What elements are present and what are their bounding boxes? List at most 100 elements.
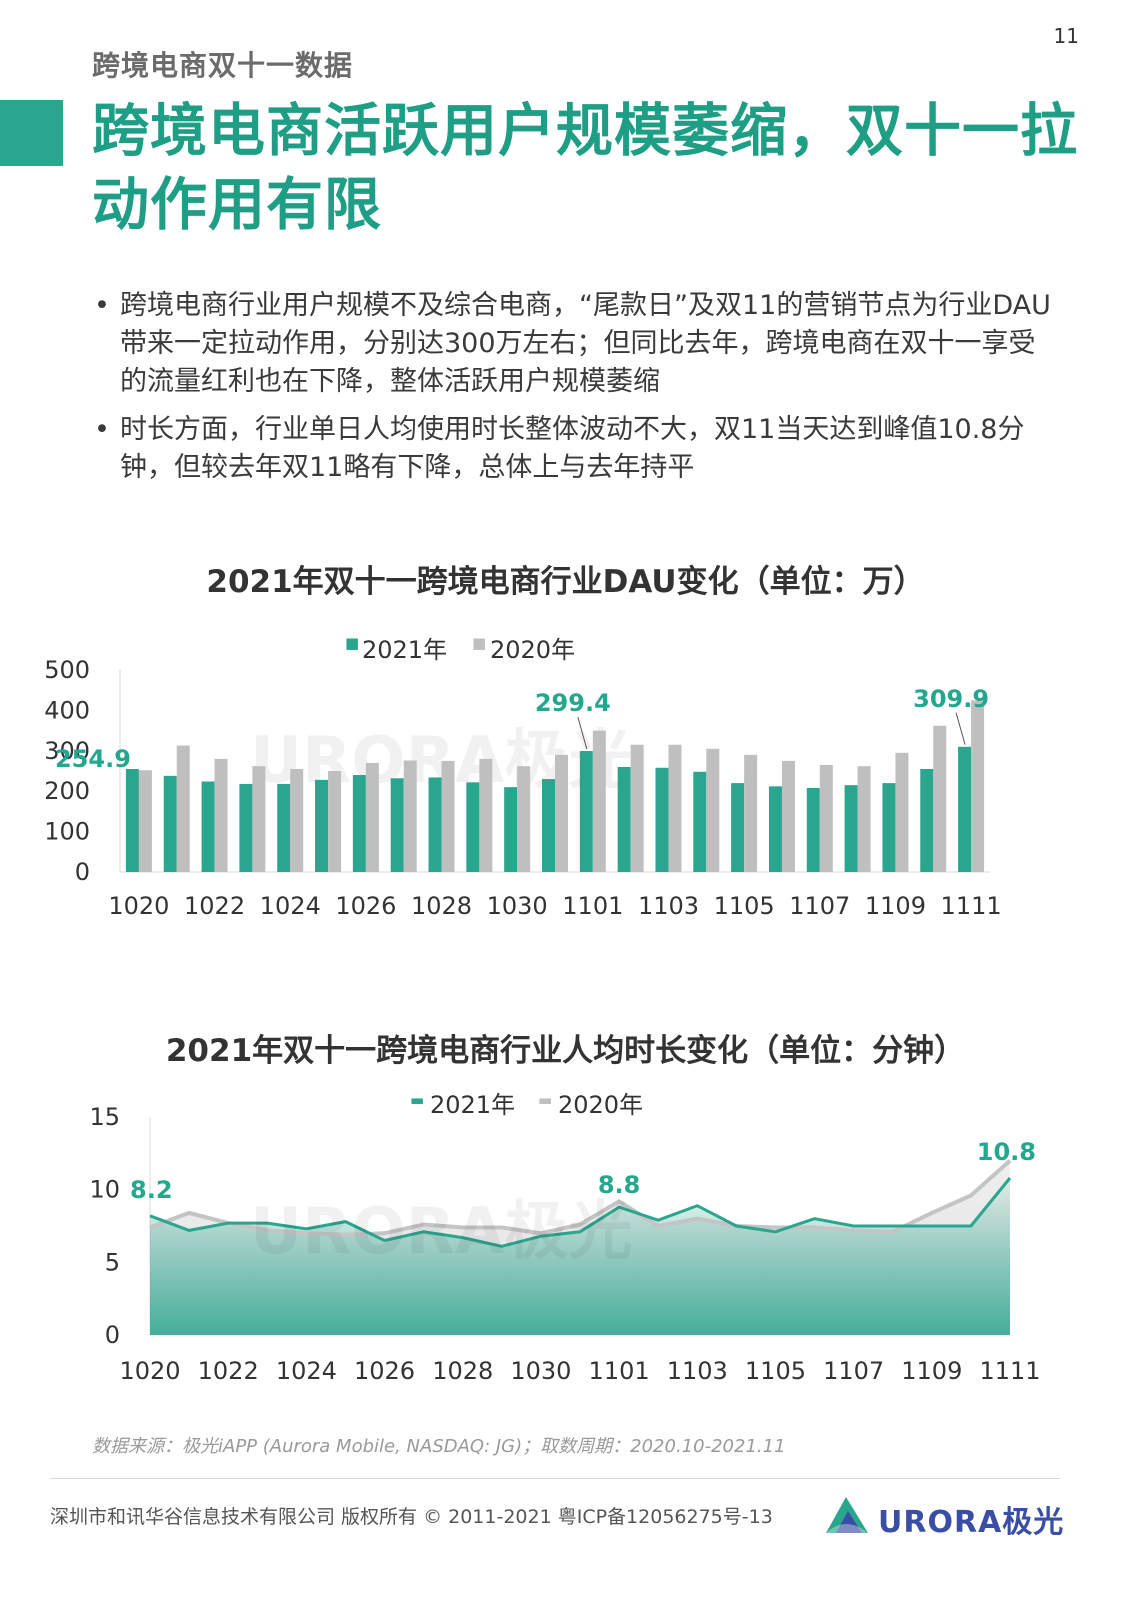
- title-accent-bar: [0, 100, 63, 166]
- x-tick-label: 1103: [667, 1357, 728, 1385]
- dau-chart-title: 2021年双十一跨境电商行业DAU变化（单位：万）: [206, 564, 925, 600]
- page-headline: 跨境电商活跃用户规模萎缩，双十一拉动作用有限: [92, 98, 1078, 238]
- x-tick-label: 1024: [260, 892, 321, 920]
- x-tick-label: 1111: [941, 892, 1002, 920]
- x-tick-label: 1109: [901, 1357, 962, 1385]
- bar-2020: [176, 745, 190, 872]
- x-tick-label: 1028: [411, 892, 472, 920]
- bar-2021: [844, 785, 858, 872]
- bar-2021: [542, 779, 555, 872]
- data-label: 10.8: [977, 1138, 1036, 1166]
- data-label: 309.9: [913, 685, 989, 713]
- bar-2020: [971, 700, 985, 872]
- duration-area-chart: ▬ 2021年 ▬ 2020年 0 5 10 15 URORA极光 1020 1022 1024 102…: [89, 1091, 1040, 1385]
- bar-2020: [781, 760, 795, 872]
- bullet-dot: •: [94, 414, 110, 445]
- bar-2020: [252, 766, 266, 872]
- bar-2020: [857, 766, 871, 872]
- bar-2021: [239, 783, 253, 872]
- x-tick-label: 1020: [108, 892, 169, 920]
- y-tick-label: 400: [44, 696, 90, 724]
- bar-2021: [958, 746, 972, 872]
- bar-2021: [806, 787, 820, 872]
- line-2021: [149, 1177, 1012, 1248]
- x-tick-label: 1028: [432, 1357, 493, 1385]
- legend-swatch-2020: ■: [472, 634, 486, 652]
- line-2020: [149, 1159, 1012, 1237]
- bar-2021: [163, 775, 177, 872]
- footer-logo: URORA极光: [822, 1493, 1072, 1543]
- data-label: 299.4: [535, 689, 611, 717]
- bar-2021: [466, 782, 480, 872]
- y-tick-label: 15: [89, 1103, 120, 1131]
- bar-2021: [768, 786, 782, 872]
- bar-2020: [214, 758, 228, 872]
- page-number: 11: [1053, 24, 1079, 48]
- x-tick-label: 1101: [589, 1357, 650, 1385]
- bar-2020: [933, 725, 947, 872]
- bar-2021: [428, 777, 442, 872]
- x-tick-label: 1030: [510, 1357, 571, 1385]
- bar-2021: [352, 775, 366, 872]
- y-tick-label: 0: [105, 1321, 120, 1349]
- x-tick-label: 1107: [823, 1357, 884, 1385]
- x-tick-label: 1022: [184, 892, 245, 920]
- bar-2021: [277, 783, 291, 872]
- bar-2021: [693, 771, 707, 872]
- bar-2020: [138, 770, 152, 872]
- y-tick-label: 100: [44, 818, 90, 846]
- x-tick-label: 1020: [119, 1357, 180, 1385]
- x-tick-label: 1024: [276, 1357, 337, 1385]
- bar-2020: [328, 771, 342, 872]
- y-tick-label: 300: [44, 737, 90, 765]
- bar-2020: [290, 768, 304, 872]
- area-2021: [150, 1178, 1010, 1335]
- bar-2021: [920, 768, 934, 872]
- bar-2021: [882, 783, 896, 872]
- legend-swatch-2021: ▬: [410, 1091, 424, 1109]
- bar-2020: [441, 760, 455, 872]
- legend-label-2020: 2020年: [558, 1091, 643, 1119]
- bar-2020: [555, 754, 568, 872]
- duration-chart-title: 2021年双十一跨境电商行业人均时长变化（单位：分钟）: [165, 1033, 966, 1069]
- y-tick-label: 200: [44, 777, 90, 805]
- x-tick-label: 1103: [638, 892, 699, 920]
- bullet-text: 跨境电商行业用户规模不及综合电商，“尾款日”及双11的营销节点为行业DAU带来一…: [120, 290, 1051, 397]
- section-label: 跨境电商双十一数据: [92, 49, 354, 82]
- bar-2020: [706, 748, 720, 872]
- legend-swatch-2020: ▬: [538, 1091, 552, 1109]
- data-label-leader: [955, 712, 966, 745]
- x-tick-label: 1105: [745, 1357, 806, 1385]
- bar-2021: [315, 779, 329, 872]
- data-label: 8.2: [130, 1176, 173, 1204]
- bar-2020: [895, 752, 909, 872]
- x-tick-label: 1026: [335, 892, 396, 920]
- x-tick-label: 1026: [354, 1357, 415, 1385]
- data-label: 8.8: [598, 1171, 641, 1199]
- bar-2020: [630, 744, 644, 872]
- bar-2020: [819, 764, 833, 872]
- bullet-list: • 跨境电商行业用户规模不及综合电商，“尾款日”及双11的营销节点为行业DAU带…: [92, 287, 1052, 497]
- bar-2021: [125, 769, 139, 872]
- bar-2020: [668, 744, 682, 872]
- bullet-dot: •: [94, 290, 110, 321]
- y-tick-label: 0: [75, 858, 90, 886]
- bar-2020: [592, 730, 606, 872]
- x-tick-label: 1101: [562, 892, 623, 920]
- bar-2021: [390, 778, 404, 872]
- bar-2020: [517, 766, 531, 872]
- y-tick-label: 500: [44, 656, 90, 684]
- bar-2020: [403, 760, 417, 872]
- bar-2020: [479, 758, 493, 872]
- bar-2021: [731, 783, 745, 872]
- bar-2020: [744, 754, 758, 872]
- x-tick-label: 1109: [865, 892, 926, 920]
- legend-label-2021: 2021年: [430, 1091, 515, 1119]
- bar-2021: [617, 766, 631, 872]
- x-tick-label: 1105: [714, 892, 775, 920]
- y-tick-label: 10: [89, 1176, 120, 1204]
- legend-swatch-2021: ■: [345, 634, 359, 652]
- footer-divider: [50, 1478, 1060, 1479]
- bar-2021: [655, 767, 669, 872]
